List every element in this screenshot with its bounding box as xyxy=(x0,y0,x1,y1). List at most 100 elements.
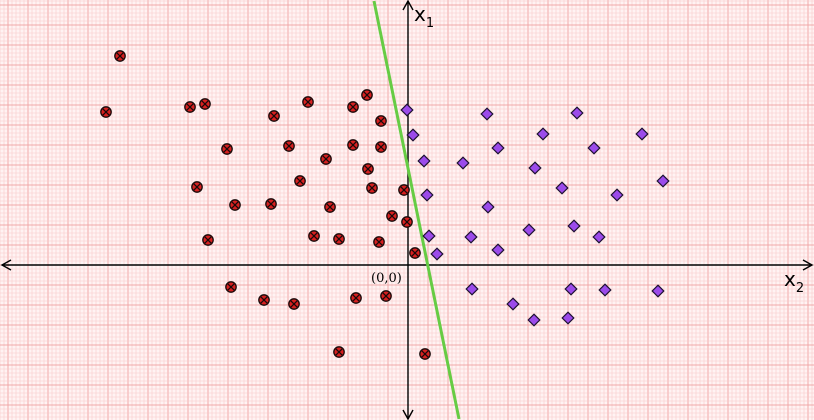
data-point-cross xyxy=(403,218,411,226)
origin-label: (0,0) xyxy=(371,271,402,286)
data-point-cross xyxy=(310,232,318,240)
data-point-red xyxy=(268,110,280,122)
data-point-red xyxy=(401,216,413,228)
data-point-cross xyxy=(335,235,343,243)
data-point-red xyxy=(362,163,374,175)
data-point-purple xyxy=(400,103,414,117)
data-point-purple xyxy=(464,230,478,244)
data-point-cross xyxy=(421,350,429,358)
data-point-purple xyxy=(536,127,550,141)
data-point-red xyxy=(202,234,214,246)
y-axis-label: x1 xyxy=(414,2,434,31)
data-point-cross xyxy=(368,184,376,192)
data-points xyxy=(100,50,670,360)
axis-labels: x1 x2 (0,0) xyxy=(371,2,804,296)
data-point-red xyxy=(258,294,270,306)
data-point-red xyxy=(373,236,385,248)
data-point-red xyxy=(375,115,387,127)
data-point-cross xyxy=(377,143,385,151)
decision-boundary-line xyxy=(372,0,461,420)
data-point-cross xyxy=(116,52,124,60)
data-point-cross xyxy=(296,177,304,185)
data-point-cross xyxy=(326,203,334,211)
data-point-purple xyxy=(598,283,612,297)
data-point-red xyxy=(375,141,387,153)
data-point-purple xyxy=(465,282,479,296)
data-point-red xyxy=(191,181,203,193)
decision-boundary xyxy=(372,0,461,420)
data-point-purple xyxy=(561,311,575,325)
data-point-cross xyxy=(231,201,239,209)
data-point-cross xyxy=(270,112,278,120)
data-point-purple xyxy=(635,127,649,141)
data-point-purple xyxy=(555,181,569,195)
data-point-red xyxy=(366,182,378,194)
data-point-purple xyxy=(610,188,624,202)
y-axis-label-base: x xyxy=(414,2,426,26)
data-point-purple xyxy=(422,229,436,243)
data-point-red xyxy=(361,89,373,101)
data-point-red xyxy=(320,153,332,165)
data-point-cross xyxy=(260,296,268,304)
data-point-cross xyxy=(201,100,209,108)
data-point-red xyxy=(333,233,345,245)
data-point-purple xyxy=(480,107,494,121)
data-point-purple xyxy=(522,223,536,237)
data-point-purple xyxy=(587,141,601,155)
data-point-purple xyxy=(651,284,665,298)
data-point-red xyxy=(398,184,410,196)
data-point-cross xyxy=(363,91,371,99)
data-point-red xyxy=(100,106,112,118)
data-point-purple xyxy=(406,128,420,142)
data-point-cross xyxy=(364,165,372,173)
data-point-purple xyxy=(564,282,578,296)
data-point-cross xyxy=(227,283,235,291)
data-point-cross xyxy=(322,155,330,163)
data-point-cross xyxy=(204,236,212,244)
data-point-cross xyxy=(223,145,231,153)
data-point-purple xyxy=(506,297,520,311)
y-axis-label-subscript: 1 xyxy=(426,16,434,31)
data-point-cross xyxy=(102,108,110,116)
data-point-red xyxy=(347,101,359,113)
data-point-cross xyxy=(349,141,357,149)
data-point-red xyxy=(380,290,392,302)
data-point-cross xyxy=(377,117,385,125)
data-point-cross xyxy=(375,238,383,246)
data-point-cross xyxy=(335,348,343,356)
x-axis-label-subscript: 2 xyxy=(796,281,804,296)
data-point-purple xyxy=(420,188,434,202)
x-axis-arrow-left xyxy=(0,259,12,271)
data-point-purple xyxy=(491,243,505,257)
data-point-purple xyxy=(567,219,581,233)
data-point-cross xyxy=(285,142,293,150)
y-axis-arrow-down xyxy=(402,409,414,420)
data-point-cross xyxy=(411,249,419,257)
data-point-cross xyxy=(267,200,275,208)
data-point-cross xyxy=(400,186,408,194)
data-point-red xyxy=(347,139,359,151)
data-point-red xyxy=(409,247,421,259)
data-point-cross xyxy=(186,103,194,111)
x-axis-label-base: x xyxy=(784,267,796,291)
data-point-purple xyxy=(570,106,584,120)
x-axis-label: x2 xyxy=(784,267,804,296)
data-point-red xyxy=(114,50,126,62)
data-point-purple xyxy=(527,313,541,327)
data-point-purple xyxy=(656,174,670,188)
y-axis-arrow-up xyxy=(402,0,414,11)
data-point-red xyxy=(265,198,277,210)
data-point-cross xyxy=(388,212,396,220)
data-point-red xyxy=(283,140,295,152)
series-purple xyxy=(400,103,670,327)
data-point-red xyxy=(333,346,345,358)
data-point-red xyxy=(199,98,211,110)
data-point-red xyxy=(419,348,431,360)
data-point-red xyxy=(288,298,300,310)
data-point-purple xyxy=(417,154,431,168)
data-point-red xyxy=(225,281,237,293)
